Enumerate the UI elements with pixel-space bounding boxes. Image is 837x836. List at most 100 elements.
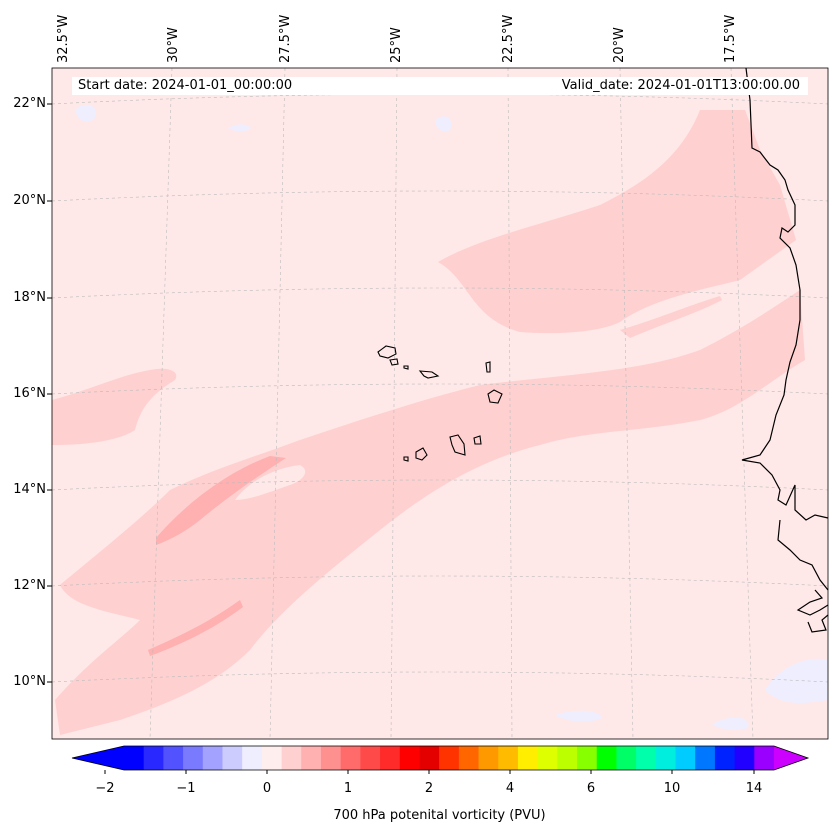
gridline-lat-16 — [51, 383, 829, 395]
colorbar-bin — [380, 746, 401, 770]
pv-negative-patch-5 — [712, 717, 749, 731]
colorbar-bin — [636, 746, 657, 770]
pv-band-north-arm — [620, 296, 722, 338]
colorbar-bin — [143, 746, 164, 770]
island-sao-vicente — [389, 358, 399, 366]
pv-negative-patch-2 — [435, 116, 452, 132]
colorbar-bin — [320, 746, 342, 770]
gridline-lon-20 — [619, 67, 634, 740]
lat-label-12n: 12°N — [13, 578, 46, 593]
pv-negative-patch-6 — [228, 124, 251, 132]
pv-negative-patch-3 — [765, 658, 828, 703]
colorbar-under-extension — [72, 746, 124, 770]
island-sao-nicolau — [418, 370, 440, 379]
colorbar-bin — [577, 746, 598, 770]
island-santo-antao — [377, 345, 397, 359]
colorbar-bin — [557, 746, 578, 770]
gridline-lon-30 — [149, 67, 173, 740]
cb-tick-1: 1 — [343, 781, 353, 796]
cb-tick-4: 4 — [505, 781, 515, 796]
pv-band-main — [55, 290, 805, 735]
cb-tick-10: 10 — [663, 781, 681, 796]
gridline-lat-10 — [51, 671, 829, 683]
africa-coastline-south — [777, 519, 829, 633]
colorbar-label: 700 hPa potenital vorticity (PVU) — [333, 808, 546, 823]
colorbar-bin — [261, 746, 283, 770]
lon-label-32-5w: 32.5°W — [56, 14, 71, 63]
island-santiago — [449, 434, 466, 456]
colorbar-bin — [695, 746, 716, 770]
lat-label-22n: 22°N — [13, 96, 46, 111]
pv-negative-patch-4 — [555, 710, 602, 722]
colorbar-bin — [202, 746, 223, 770]
pv-band-north — [438, 110, 796, 334]
colorbar-bin — [596, 746, 617, 770]
colorbar-bin — [183, 746, 204, 770]
lon-label-20w: 20°W — [612, 27, 627, 63]
cb-tick-14: 14 — [745, 781, 763, 796]
lon-label-17-5w: 17.5°W — [723, 14, 738, 63]
cb-tick-neg1: −1 — [176, 781, 196, 796]
latitude-ticks — [47, 103, 52, 683]
colorbar-bin — [675, 746, 696, 770]
colorbar-bin — [714, 746, 736, 770]
island-fogo — [415, 447, 428, 461]
pv-band-inner-white — [235, 465, 306, 500]
lat-label-14n: 14°N — [13, 482, 46, 497]
colorbar-bin — [754, 746, 775, 770]
start-date: Start date: 2024-01-01_00:00:00 — [78, 78, 293, 93]
colorbar-bin — [340, 746, 361, 770]
colorbar-bin — [458, 746, 480, 770]
colorbar-over-extension — [774, 746, 808, 770]
pv-band-west — [52, 368, 177, 445]
colorbar-bin — [360, 746, 381, 770]
gridline-lat-14 — [51, 479, 829, 491]
pv-streak-1 — [156, 456, 286, 545]
date-banner: Start date: 2024-01-01_00:00:00 Valid_da… — [72, 77, 808, 95]
island-brava — [403, 456, 409, 462]
pv-streak-2 — [148, 600, 243, 656]
colorbar-bin — [537, 746, 558, 770]
gridline-lon-17-5 — [730, 67, 754, 740]
colorbar-bin — [301, 746, 322, 770]
gridlines — [51, 67, 829, 740]
island-maio — [473, 435, 482, 445]
colorbar-bin — [222, 746, 243, 770]
colorbar-bin — [439, 746, 460, 770]
lon-label-22-5w: 22.5°W — [501, 14, 516, 63]
map-frame — [51, 67, 829, 740]
gridline-lat-18 — [51, 287, 829, 299]
colorbar-bin — [242, 746, 263, 770]
colorbar-bin — [734, 746, 755, 770]
colorbar — [71, 745, 810, 774]
colorbar-bin — [616, 746, 637, 770]
gridline-lon-25 — [390, 67, 398, 740]
lon-label-30w: 30°W — [166, 27, 181, 63]
cape-verde-islands — [377, 345, 503, 462]
lat-label-20n: 20°N — [13, 193, 46, 208]
lon-label-25w: 25°W — [389, 27, 404, 63]
colorbar-bin — [517, 746, 539, 770]
lat-label-16n: 16°N — [13, 386, 46, 401]
gridline-lat-20 — [51, 190, 829, 202]
cb-tick-0: 0 — [262, 781, 272, 796]
gridline-lon-27-5 — [269, 67, 286, 740]
colorbar-bin — [281, 746, 302, 770]
colorbar-bin — [478, 746, 499, 770]
gridline-lat-12 — [51, 575, 829, 587]
lon-label-27-5w: 27.5°W — [278, 14, 293, 63]
colorbar-bin — [655, 746, 677, 770]
cb-tick-6: 6 — [586, 781, 596, 796]
africa-coastline — [741, 67, 829, 521]
colorbar-outline — [71, 745, 810, 771]
lat-label-10n: 10°N — [13, 674, 46, 689]
island-santa-luzia — [403, 365, 409, 370]
valid-date: Valid_date: 2024-01-01T13:00:00.00 — [561, 78, 800, 93]
lat-label-18n: 18°N — [13, 290, 46, 305]
colorbar-bin — [399, 746, 420, 770]
gridline-lat-22 — [51, 93, 829, 105]
colorbar-bin — [498, 746, 519, 770]
cb-tick-neg2: −2 — [95, 781, 115, 796]
colorbar-bin — [163, 746, 184, 770]
